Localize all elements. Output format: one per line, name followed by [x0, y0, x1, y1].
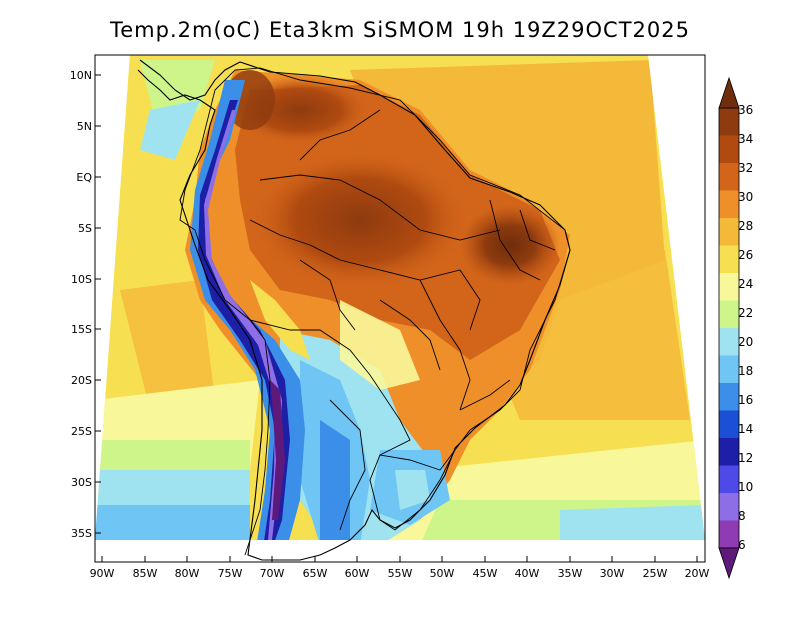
- lon-label: 75W: [218, 567, 243, 580]
- colorbar-block: [719, 218, 739, 246]
- colorbar-block: [719, 135, 739, 164]
- colorbar-label: 18: [738, 364, 753, 378]
- lat-label: EQ: [76, 171, 92, 184]
- coastline: [137, 59, 571, 561]
- lon-label: 85W: [133, 567, 158, 580]
- colorbar-label: 10: [738, 480, 753, 494]
- colorbar-block: [719, 383, 739, 411]
- colorbar-label: 26: [738, 248, 753, 262]
- latitude-labels: 10N 5N EQ 5S 10S 15S 20S 25S 30S 35S: [70, 69, 93, 540]
- lon-label: 25W: [643, 567, 668, 580]
- colorbar-block: [719, 163, 739, 191]
- longitude-labels: 90W 85W 80W 75W 70W 65W 60W 55W 50W 45W …: [90, 567, 710, 580]
- colorbar-block: [719, 273, 739, 301]
- lon-label: 45W: [473, 567, 498, 580]
- colorbar-label: 20: [738, 335, 753, 349]
- lat-label: 25S: [71, 425, 92, 438]
- colorbar-blocks: [718, 107, 740, 549]
- lat-label: 20S: [71, 374, 92, 387]
- longitude-axis: [101, 556, 698, 562]
- lon-label: 60W: [345, 567, 370, 580]
- colorbar-label: 14: [738, 422, 753, 436]
- lon-label: 90W: [90, 567, 115, 580]
- colorbar-label: 28: [738, 219, 753, 233]
- colorbar-label: 32: [738, 161, 753, 175]
- colorbar-block: [719, 410, 739, 439]
- colorbar-label: 36: [738, 103, 753, 117]
- temperature-field: [95, 55, 705, 540]
- colorbar: 36 34 32 30 28 26 24 22 20 18 16 14 12 1…: [718, 76, 753, 580]
- latitude-axis: [95, 74, 101, 534]
- lat-label: 5S: [78, 222, 92, 235]
- lon-label: 20W: [685, 567, 710, 580]
- lon-label: 30W: [600, 567, 625, 580]
- colorbar-label: 22: [738, 306, 753, 320]
- colorbar-labels: 36 34 32 30 28 26 24 22 20 18 16 14 12 1…: [738, 103, 753, 552]
- lat-label: 10N: [70, 69, 92, 82]
- colorbar-block: [719, 300, 739, 329]
- lat-label: 15S: [71, 323, 92, 336]
- map-title: Temp.2m(oC) Eta3km SiSMOM 19h 19Z29OCT20…: [110, 18, 690, 42]
- colorbar-label: 12: [738, 451, 753, 465]
- lat-label: 30S: [71, 476, 92, 489]
- colorbar-label: 6: [738, 538, 746, 552]
- lon-label: 70W: [260, 567, 285, 580]
- colorbar-label: 24: [738, 277, 753, 291]
- triangle-up-icon: [718, 76, 740, 109]
- colorbar-label: 30: [738, 190, 753, 204]
- colorbar-label: 34: [738, 132, 753, 146]
- colorbar-block: [719, 108, 739, 136]
- lon-label: 50W: [430, 567, 455, 580]
- lat-label: 35S: [71, 527, 92, 540]
- lon-label: 55W: [388, 567, 413, 580]
- colorbar-block: [719, 520, 739, 549]
- lon-label: 80W: [175, 567, 200, 580]
- lat-label: 5N: [77, 120, 92, 133]
- colorbar-block: [719, 328, 739, 356]
- triangle-down-icon: [718, 547, 740, 580]
- colorbar-block: [719, 493, 739, 521]
- colorbar-block: [719, 245, 739, 274]
- colorbar-label: 8: [738, 509, 746, 523]
- colorbar-block: [719, 190, 739, 219]
- colorbar-block: [719, 355, 739, 384]
- lon-label: 35W: [558, 567, 583, 580]
- colorbar-label: 16: [738, 393, 753, 407]
- lon-label: 65W: [303, 567, 328, 580]
- lat-label: 10S: [71, 273, 92, 286]
- colorbar-block: [719, 465, 739, 494]
- colorbar-block: [719, 438, 739, 466]
- lon-label: 40W: [515, 567, 540, 580]
